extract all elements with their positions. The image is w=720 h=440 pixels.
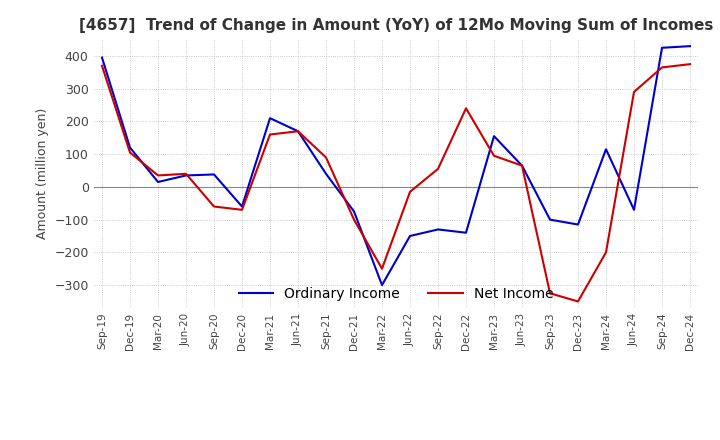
Net Income xyxy=(657,65,666,70)
Net Income xyxy=(433,166,442,172)
Ordinary Income xyxy=(405,233,414,238)
Net Income xyxy=(181,171,190,176)
Ordinary Income xyxy=(294,128,302,134)
Ordinary Income xyxy=(181,173,190,178)
Net Income xyxy=(518,163,526,168)
Ordinary Income xyxy=(462,230,470,235)
Ordinary Income xyxy=(238,204,246,209)
Net Income xyxy=(462,106,470,111)
Ordinary Income xyxy=(602,147,611,152)
Net Income xyxy=(266,132,274,137)
Ordinary Income xyxy=(657,45,666,51)
Net Income xyxy=(602,250,611,255)
Net Income xyxy=(294,128,302,134)
Ordinary Income xyxy=(153,180,162,185)
Line: Net Income: Net Income xyxy=(102,64,690,301)
Net Income xyxy=(153,173,162,178)
Net Income xyxy=(210,204,218,209)
Ordinary Income xyxy=(433,227,442,232)
Y-axis label: Amount (million yen): Amount (million yen) xyxy=(36,108,49,239)
Net Income xyxy=(546,291,554,296)
Ordinary Income xyxy=(378,282,387,288)
Net Income xyxy=(126,150,135,155)
Net Income xyxy=(490,153,498,158)
Legend: Ordinary Income, Net Income: Ordinary Income, Net Income xyxy=(233,281,559,306)
Net Income xyxy=(378,266,387,271)
Net Income xyxy=(405,189,414,194)
Ordinary Income xyxy=(518,163,526,168)
Line: Ordinary Income: Ordinary Income xyxy=(102,46,690,285)
Net Income xyxy=(630,89,639,95)
Ordinary Income xyxy=(98,55,107,60)
Net Income xyxy=(350,217,359,222)
Net Income xyxy=(322,155,330,160)
Net Income xyxy=(98,63,107,69)
Net Income xyxy=(238,207,246,213)
Ordinary Income xyxy=(685,44,694,49)
Ordinary Income xyxy=(350,209,359,214)
Net Income xyxy=(574,299,582,304)
Title: [4657]  Trend of Change in Amount (YoY) of 12Mo Moving Sum of Incomes: [4657] Trend of Change in Amount (YoY) o… xyxy=(78,18,714,33)
Ordinary Income xyxy=(266,116,274,121)
Ordinary Income xyxy=(630,207,639,213)
Ordinary Income xyxy=(126,145,135,150)
Ordinary Income xyxy=(574,222,582,227)
Ordinary Income xyxy=(322,171,330,176)
Ordinary Income xyxy=(490,133,498,139)
Ordinary Income xyxy=(210,172,218,177)
Net Income xyxy=(685,62,694,67)
Ordinary Income xyxy=(546,217,554,222)
